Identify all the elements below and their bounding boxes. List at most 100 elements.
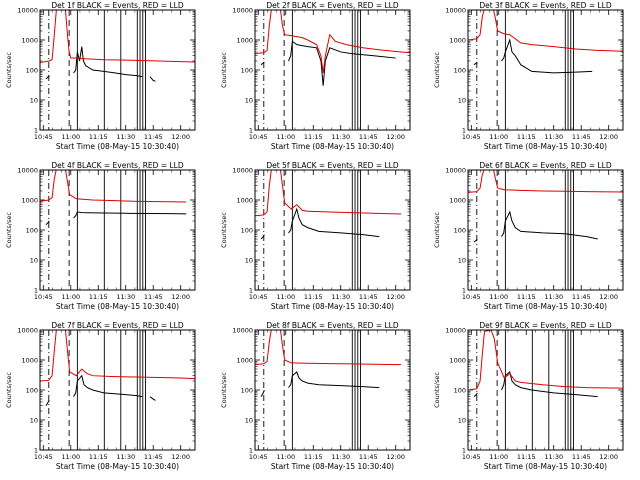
chart-panel: Det 2f BLACK = Events, RED = LLD Start Ti… (220, 1, 411, 151)
chart-panel: Det 4f BLACK = Events, RED = LLD Start Ti… (5, 161, 196, 311)
y-tick-label: 100 (26, 386, 38, 394)
y-tick-label: 1 (34, 446, 38, 454)
plot-frame (467, 169, 624, 291)
chart-panel: Det 9f BLACK = Events, RED = LLD Start Ti… (433, 321, 624, 471)
lld-series-line (468, 10, 623, 52)
x-tick-label: 11:30 (544, 293, 563, 301)
y-tick-label: 1000 (236, 36, 253, 44)
y-tick-label: 10 (458, 96, 466, 104)
x-tick-label: 11:15 (89, 133, 108, 141)
y-axis-label: Counts/sec (220, 372, 228, 408)
x-tick-label: 11:45 (144, 453, 163, 461)
y-axis-label: Counts/sec (5, 372, 13, 408)
x-tick-label: 11:00 (61, 293, 80, 301)
y-tick-label: 1 (462, 286, 466, 294)
events-series-line (473, 238, 478, 243)
x-tick-label: 11:00 (489, 133, 508, 141)
x-tick-label: 12:00 (599, 453, 618, 461)
chart-title: Det 1f BLACK = Events, RED = LLD (51, 1, 184, 10)
events-series-line (45, 220, 50, 226)
x-tick-label: 11:45 (359, 453, 378, 461)
y-tick-label: 10 (458, 416, 466, 424)
y-tick-label: 10 (30, 416, 38, 424)
x-tick-label: 11:15 (517, 133, 536, 141)
plot-frame (254, 9, 411, 131)
lld-series-line (40, 330, 195, 382)
events-series-line (45, 400, 50, 406)
x-axis-label: Start Time (08-May-15 10:30:40) (56, 302, 179, 311)
events-series-line (473, 61, 478, 66)
x-tick-label: 12:00 (171, 133, 190, 141)
y-tick-label: 1 (249, 286, 253, 294)
x-tick-label: 11:15 (89, 453, 108, 461)
events-series-line (149, 76, 156, 82)
x-axis-label: Start Time (08-May-15 10:30:40) (484, 142, 607, 151)
lld-series-line (255, 170, 402, 217)
chart-panel: Det 5f BLACK = Events, RED = LLD Start Ti… (220, 161, 411, 311)
lld-series-line (40, 170, 187, 203)
y-tick-label: 10000 (232, 166, 253, 174)
events-series-line (149, 396, 156, 401)
y-tick-label: 100 (454, 226, 466, 234)
x-axis-label: Start Time (08-May-15 10:30:40) (484, 462, 607, 471)
x-tick-label: 11:15 (304, 133, 323, 141)
y-axis-label: Counts/sec (220, 52, 228, 88)
x-tick-label: 10:45 (462, 133, 481, 141)
x-tick-label: 10:45 (34, 453, 53, 461)
chart-panel: Det 3f BLACK = Events, RED = LLD Start Ti… (433, 1, 624, 151)
events-series-line (260, 61, 265, 66)
chart-panel: Det 7f BLACK = Events, RED = LLD Start Ti… (5, 321, 196, 471)
events-series-line (288, 40, 396, 86)
events-series-line (473, 392, 478, 398)
x-tick-label: 11:30 (331, 453, 350, 461)
plot-frame (39, 9, 196, 131)
y-axis-label: Counts/sec (433, 52, 441, 88)
x-axis-label: Start Time (08-May-15 10:30:40) (484, 302, 607, 311)
events-series-line (260, 234, 265, 240)
x-tick-label: 12:00 (386, 453, 405, 461)
events-series-line (73, 46, 143, 78)
x-tick-label: 12:00 (171, 293, 190, 301)
x-tick-label: 11:15 (304, 293, 323, 301)
x-tick-label: 10:45 (462, 293, 481, 301)
y-tick-label: 1000 (449, 196, 466, 204)
x-tick-label: 11:00 (276, 293, 295, 301)
events-series-line (73, 374, 143, 398)
y-tick-label: 10000 (17, 166, 38, 174)
y-tick-label: 10000 (445, 326, 466, 334)
y-tick-label: 1000 (236, 356, 253, 364)
y-tick-label: 10000 (445, 166, 466, 174)
chart-panel: Det 1f BLACK = Events, RED = LLD Start Ti… (5, 1, 196, 151)
y-tick-label: 100 (241, 226, 253, 234)
y-tick-label: 10 (30, 96, 38, 104)
x-axis-label: Start Time (08-May-15 10:30:40) (271, 142, 394, 151)
plot-frame (39, 169, 196, 291)
events-series-line (73, 211, 187, 219)
chart-panel: Det 6f BLACK = Events, RED = LLD Start Ti… (433, 161, 624, 311)
y-tick-label: 10000 (232, 326, 253, 334)
chart-title: Det 5f BLACK = Events, RED = LLD (266, 161, 399, 170)
y-tick-label: 10 (245, 96, 253, 104)
y-tick-label: 1000 (21, 356, 38, 364)
x-tick-label: 12:00 (599, 293, 618, 301)
lld-series-line (40, 10, 195, 63)
lld-series-line (468, 170, 623, 193)
x-tick-label: 11:15 (517, 293, 536, 301)
x-tick-label: 11:30 (331, 293, 350, 301)
y-tick-label: 100 (241, 386, 253, 394)
y-tick-label: 10000 (445, 6, 466, 14)
chart-panel: Det 8f BLACK = Events, RED = LLD Start Ti… (220, 321, 411, 471)
x-tick-label: 11:45 (144, 133, 163, 141)
x-tick-label: 11:00 (489, 453, 508, 461)
y-tick-label: 10 (245, 256, 253, 264)
x-tick-label: 11:15 (304, 453, 323, 461)
chart-title: Det 7f BLACK = Events, RED = LLD (51, 321, 184, 330)
x-tick-label: 11:45 (359, 133, 378, 141)
events-series-line (260, 389, 265, 397)
x-tick-label: 12:00 (171, 453, 190, 461)
y-tick-label: 1000 (21, 36, 38, 44)
lld-series-line (255, 330, 402, 366)
x-tick-label: 11:00 (489, 293, 508, 301)
x-tick-label: 11:00 (276, 133, 295, 141)
x-tick-label: 10:45 (34, 293, 53, 301)
